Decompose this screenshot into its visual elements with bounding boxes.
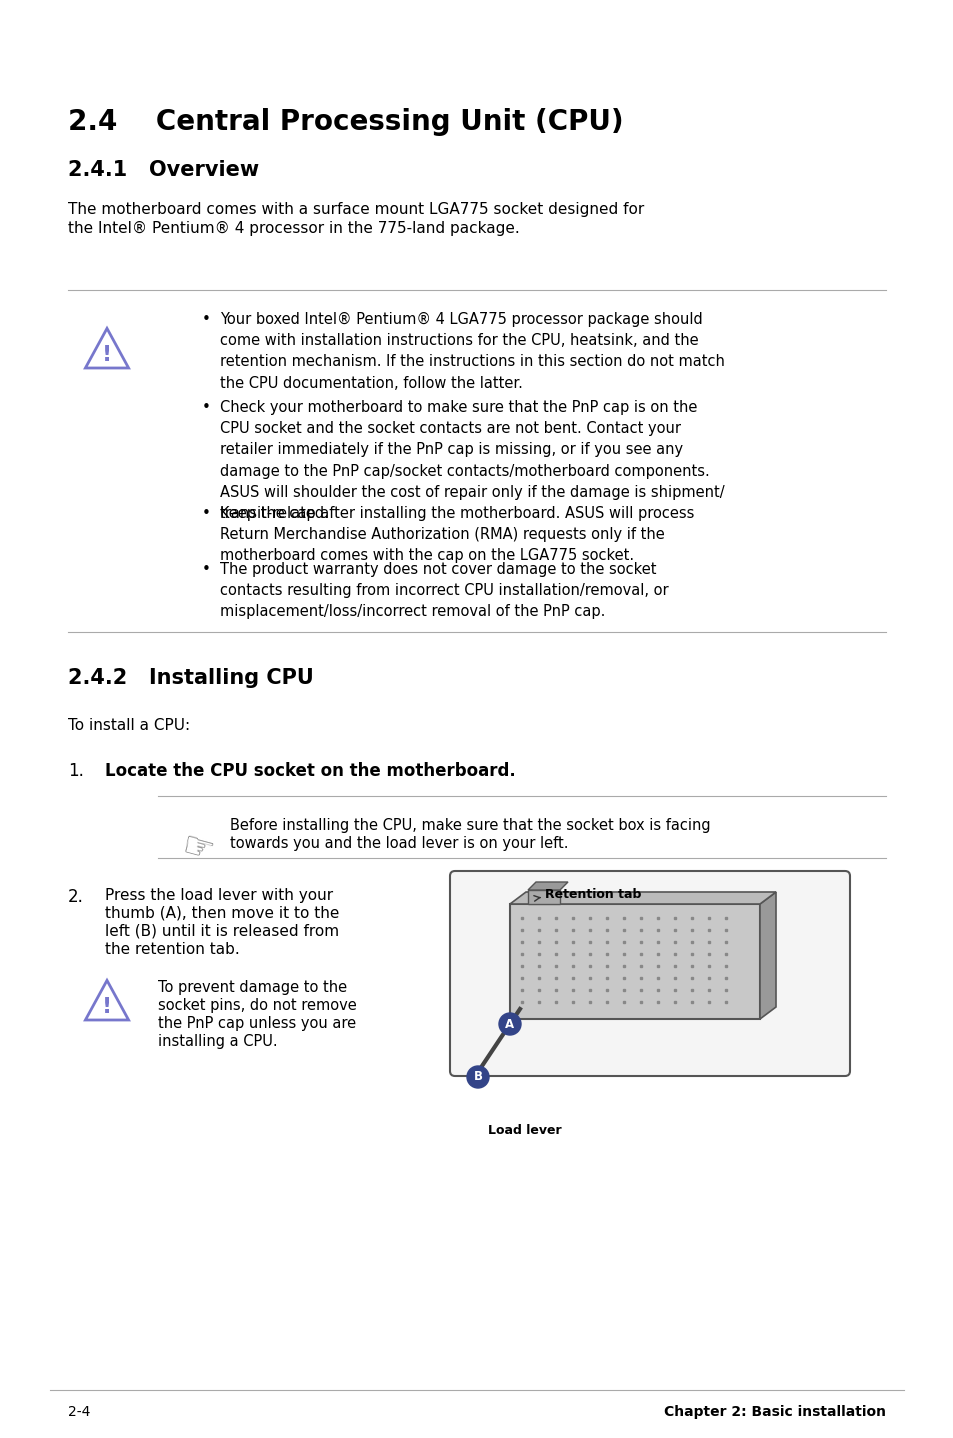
Text: Chapter 2: Basic installation: Chapter 2: Basic installation <box>663 1405 885 1419</box>
Text: A: A <box>505 1018 514 1031</box>
FancyBboxPatch shape <box>450 871 849 1076</box>
Text: Retention tab: Retention tab <box>544 889 640 902</box>
Text: To install a CPU:: To install a CPU: <box>68 718 190 733</box>
Text: B: B <box>473 1070 482 1083</box>
Text: •: • <box>202 506 211 521</box>
Text: socket pins, do not remove: socket pins, do not remove <box>158 998 356 1012</box>
Text: To prevent damage to the: To prevent damage to the <box>158 981 347 995</box>
Text: 2.4.1   Overview: 2.4.1 Overview <box>68 160 259 180</box>
Polygon shape <box>510 892 775 905</box>
Text: Press the load lever with your: Press the load lever with your <box>105 889 333 903</box>
Text: •: • <box>202 400 211 416</box>
FancyBboxPatch shape <box>510 905 760 1020</box>
Text: •: • <box>202 562 211 577</box>
Text: the PnP cap unless you are: the PnP cap unless you are <box>158 1017 355 1031</box>
Text: •: • <box>202 312 211 326</box>
Text: !: ! <box>102 345 112 365</box>
Text: The product warranty does not cover damage to the socket
contacts resulting from: The product warranty does not cover dama… <box>220 562 668 620</box>
Text: Check your motherboard to make sure that the PnP cap is on the
CPU socket and th: Check your motherboard to make sure that… <box>220 400 724 521</box>
Circle shape <box>467 1066 489 1089</box>
Text: Locate the CPU socket on the motherboard.: Locate the CPU socket on the motherboard… <box>105 762 516 779</box>
Text: Keep the cap after installing the motherboard. ASUS will process
Return Merchand: Keep the cap after installing the mother… <box>220 506 694 564</box>
Text: left (B) until it is released from: left (B) until it is released from <box>105 925 338 939</box>
Text: ☞: ☞ <box>178 828 218 869</box>
Text: the retention tab.: the retention tab. <box>105 942 239 958</box>
Text: 2.4.2   Installing CPU: 2.4.2 Installing CPU <box>68 669 314 687</box>
Text: Before installing the CPU, make sure that the socket box is facing: Before installing the CPU, make sure tha… <box>230 818 710 833</box>
Text: !: ! <box>102 998 112 1018</box>
Polygon shape <box>760 892 775 1020</box>
Polygon shape <box>527 881 567 890</box>
Text: The motherboard comes with a surface mount LGA775 socket designed for: The motherboard comes with a surface mou… <box>68 201 643 217</box>
Text: thumb (A), then move it to the: thumb (A), then move it to the <box>105 906 339 920</box>
Text: installing a CPU.: installing a CPU. <box>158 1034 277 1048</box>
Text: 2.: 2. <box>68 889 84 906</box>
Text: 2-4: 2-4 <box>68 1405 91 1419</box>
Circle shape <box>498 1012 520 1035</box>
Text: Your boxed Intel® Pentium® 4 LGA775 processor package should
come with installat: Your boxed Intel® Pentium® 4 LGA775 proc… <box>220 312 724 391</box>
Text: 2.4    Central Processing Unit (CPU): 2.4 Central Processing Unit (CPU) <box>68 108 623 137</box>
Text: Load lever: Load lever <box>488 1125 561 1137</box>
Text: 1.: 1. <box>68 762 84 779</box>
Text: towards you and the load lever is on your left.: towards you and the load lever is on you… <box>230 835 568 851</box>
Polygon shape <box>527 890 559 905</box>
Text: the Intel® Pentium® 4 processor in the 775-land package.: the Intel® Pentium® 4 processor in the 7… <box>68 221 519 236</box>
